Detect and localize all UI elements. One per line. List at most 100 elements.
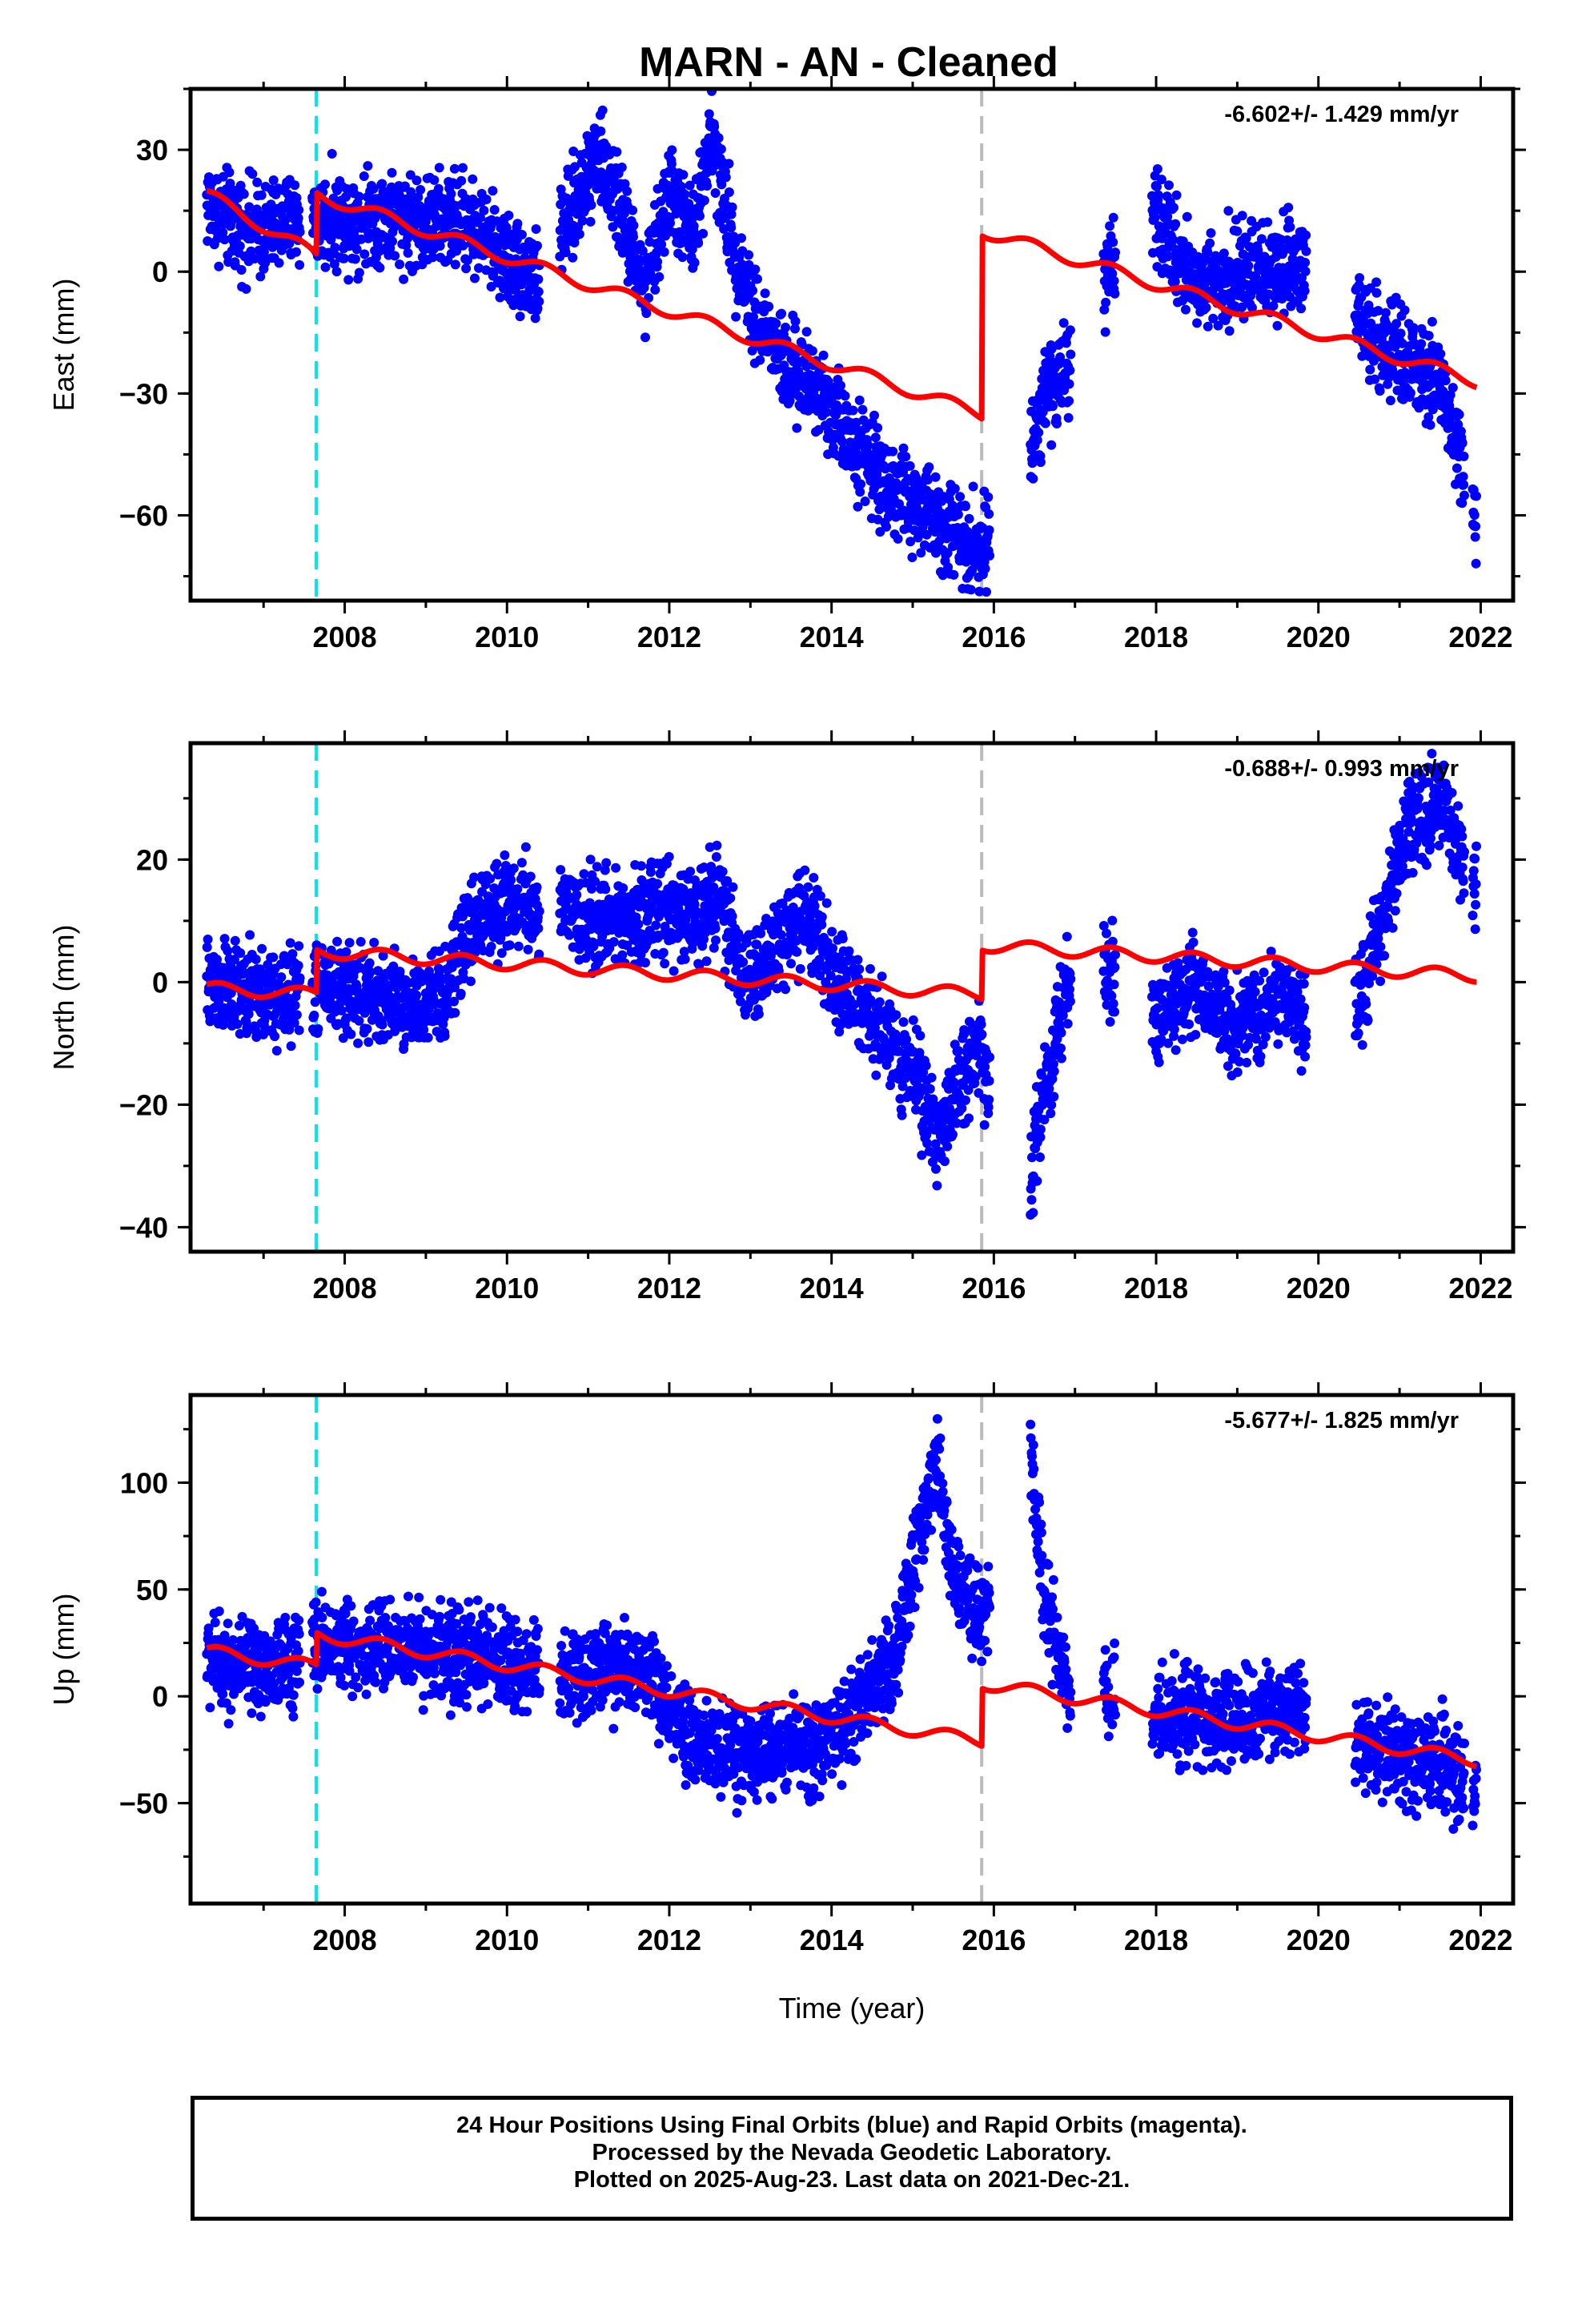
data-point bbox=[710, 188, 721, 198]
data-point bbox=[1355, 273, 1365, 283]
data-point bbox=[1371, 287, 1382, 298]
data-point bbox=[608, 937, 619, 947]
data-point bbox=[1263, 217, 1273, 227]
data-point bbox=[373, 966, 383, 976]
data-point bbox=[873, 423, 883, 433]
data-point bbox=[874, 505, 885, 515]
data-point bbox=[359, 171, 369, 181]
data-point bbox=[1232, 226, 1243, 236]
data-point bbox=[1469, 510, 1480, 521]
data-point bbox=[716, 144, 726, 155]
data-point bbox=[790, 316, 801, 327]
y-tick-label: −30 bbox=[119, 377, 168, 410]
data-point bbox=[667, 145, 677, 155]
data-point bbox=[1032, 435, 1042, 445]
data-point bbox=[1150, 213, 1160, 223]
data-point bbox=[236, 265, 247, 275]
data-point bbox=[737, 233, 746, 243]
data-point bbox=[450, 1007, 460, 1018]
data-point bbox=[1405, 388, 1415, 398]
data-point bbox=[239, 189, 249, 199]
data-point bbox=[495, 292, 505, 303]
data-point bbox=[1237, 211, 1247, 221]
data-point bbox=[458, 240, 468, 251]
data-point bbox=[577, 215, 588, 226]
data-point bbox=[795, 963, 805, 974]
data-point bbox=[640, 958, 650, 968]
data-point bbox=[351, 244, 362, 255]
data-point bbox=[1040, 418, 1050, 428]
x-tick-label: 2020 bbox=[1287, 621, 1351, 653]
data-point bbox=[1203, 247, 1213, 258]
data-point bbox=[1064, 379, 1074, 389]
data-point bbox=[1065, 325, 1075, 336]
data-point bbox=[982, 587, 991, 597]
data-point bbox=[698, 228, 709, 239]
data-point bbox=[645, 867, 656, 877]
data-point bbox=[932, 1180, 942, 1191]
data-point bbox=[230, 935, 240, 946]
data-point bbox=[516, 230, 527, 239]
data-point bbox=[721, 172, 731, 183]
data-point bbox=[203, 935, 213, 944]
data-point bbox=[1457, 498, 1468, 509]
data-point bbox=[1152, 164, 1162, 174]
data-point bbox=[362, 1023, 372, 1034]
data-point bbox=[1213, 320, 1223, 331]
data-point bbox=[534, 906, 544, 916]
data-point bbox=[1300, 257, 1311, 267]
data-point bbox=[327, 149, 337, 159]
x-tick-label: 2022 bbox=[1448, 621, 1512, 653]
data-point bbox=[870, 432, 881, 443]
data-point bbox=[601, 142, 612, 151]
data-point bbox=[363, 161, 373, 171]
data-point bbox=[840, 391, 850, 401]
data-point bbox=[704, 109, 714, 119]
data-point bbox=[728, 882, 738, 892]
data-point bbox=[727, 202, 737, 212]
data-point bbox=[985, 550, 995, 561]
data-point bbox=[294, 1025, 304, 1035]
data-point bbox=[270, 1031, 280, 1042]
data-point bbox=[412, 990, 422, 1000]
data-point bbox=[821, 407, 832, 417]
data-point bbox=[532, 240, 542, 251]
data-point bbox=[285, 938, 295, 948]
data-point bbox=[731, 312, 741, 322]
data-point bbox=[659, 247, 669, 257]
data-point bbox=[1373, 306, 1383, 316]
data-point bbox=[869, 410, 879, 420]
data-point bbox=[416, 185, 426, 195]
data-point bbox=[678, 170, 689, 180]
data-point bbox=[252, 177, 263, 187]
data-point bbox=[534, 296, 544, 307]
data-point bbox=[949, 569, 959, 580]
data-point bbox=[470, 273, 480, 283]
data-point bbox=[914, 1047, 925, 1058]
data-point bbox=[660, 959, 670, 969]
data-point bbox=[354, 191, 364, 202]
data-point bbox=[1170, 276, 1180, 287]
data-point bbox=[628, 231, 638, 242]
data-point bbox=[726, 223, 737, 233]
data-point bbox=[534, 949, 544, 959]
data-point bbox=[898, 443, 909, 453]
data-point bbox=[717, 179, 727, 190]
data-point bbox=[1107, 268, 1118, 279]
data-point bbox=[669, 966, 679, 976]
data-point bbox=[1198, 259, 1207, 269]
data-point bbox=[433, 183, 444, 194]
data-point bbox=[291, 247, 301, 257]
data-point bbox=[974, 586, 985, 597]
data-point bbox=[289, 1018, 299, 1028]
x-tick-label: 2018 bbox=[1124, 621, 1188, 653]
data-point bbox=[504, 940, 515, 951]
data-point bbox=[949, 1077, 959, 1088]
data-point bbox=[652, 256, 663, 267]
data-point bbox=[709, 943, 719, 953]
data-point bbox=[1061, 338, 1071, 348]
x-tick-label: 2014 bbox=[800, 621, 864, 653]
data-point bbox=[699, 862, 709, 872]
data-point bbox=[925, 1084, 935, 1094]
